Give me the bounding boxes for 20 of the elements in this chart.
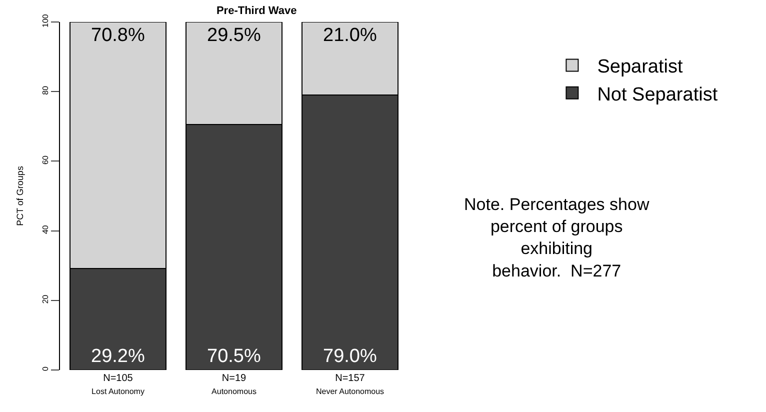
y-tick-label: 0: [40, 366, 50, 372]
legend-label: Not Separatist: [597, 84, 718, 106]
x-tick-label: N=157 Never Autonomous: [316, 373, 384, 396]
legend-label: Separatist: [597, 56, 684, 78]
y-tick-label: 100: [40, 14, 50, 28]
y-tick-label: 60: [40, 155, 50, 164]
y-tick-label: 20: [40, 294, 50, 304]
data-label: 21.0%: [323, 25, 377, 46]
data-label: 70.5%: [207, 346, 261, 367]
x-tick-label: N=19 Autonomous: [212, 373, 256, 396]
chart-title: Pre-Third Wave: [216, 4, 297, 17]
data-label: 70.8%: [91, 25, 145, 46]
x-tick-label: N=105 Lost Autonomy: [92, 373, 144, 396]
y-tick-label: 80: [40, 85, 50, 95]
y-tick-label: 40: [40, 224, 50, 234]
data-label: 79.0%: [323, 346, 377, 367]
data-label: 29.5%: [207, 25, 261, 46]
data-label: 29.2%: [91, 346, 145, 367]
text: Note. Percentages show percent of groups exhibiting behavior. N=277: [464, 195, 650, 280]
y-axis-title: PCT of Groups: [15, 166, 26, 226]
